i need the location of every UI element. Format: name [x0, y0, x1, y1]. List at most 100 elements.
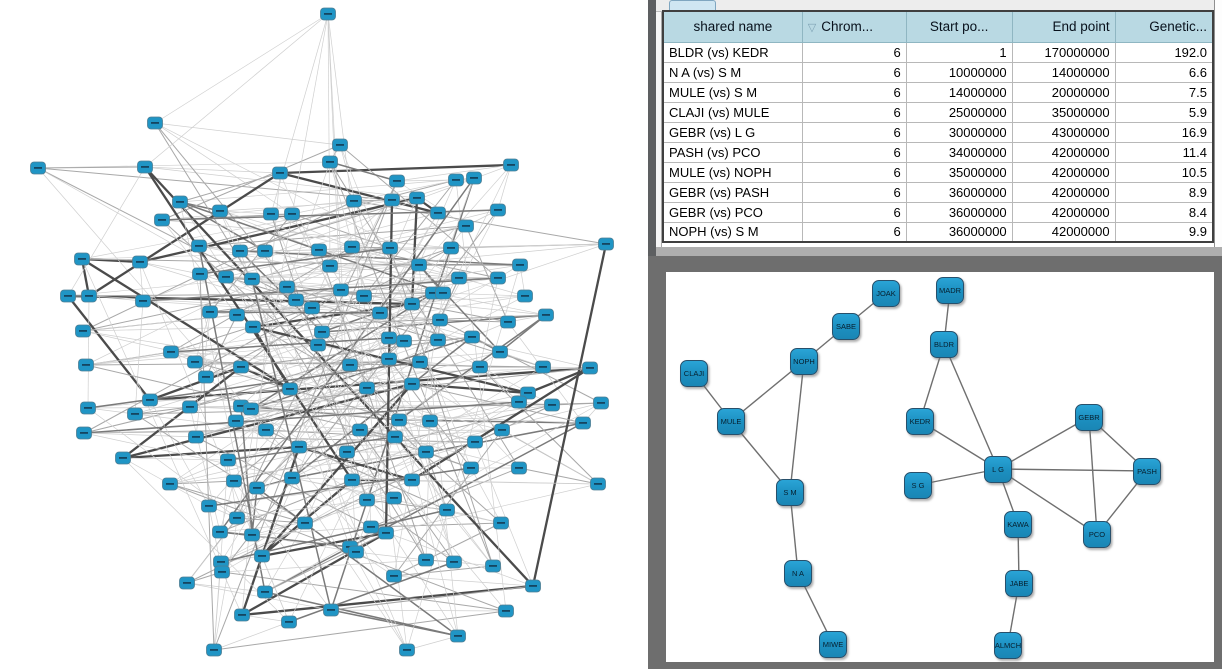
- network-node-mule[interactable]: MULE: [717, 407, 745, 435]
- overview-node[interactable]: [233, 360, 249, 374]
- network-node-kawa[interactable]: KAWA: [1004, 510, 1032, 538]
- overview-node[interactable]: [172, 195, 188, 209]
- overview-node[interactable]: [443, 241, 459, 255]
- overview-node[interactable]: [382, 241, 398, 255]
- overview-node[interactable]: [472, 360, 488, 374]
- network-edge-BLDR-L G[interactable]: [943, 343, 999, 470]
- overview-node[interactable]: [288, 293, 304, 307]
- table-row[interactable]: N A (vs) S M 6 10000000 14000000 6.6: [662, 61, 1214, 83]
- overview-node[interactable]: [212, 204, 228, 218]
- network-node-s-m[interactable]: S M: [776, 478, 804, 506]
- overview-node[interactable]: [544, 398, 560, 412]
- overview-node[interactable]: [517, 289, 533, 303]
- overview-node[interactable]: [179, 576, 195, 590]
- network-node-joak[interactable]: JOAK: [872, 279, 900, 307]
- overview-node[interactable]: [348, 545, 364, 559]
- overview-node[interactable]: [446, 555, 462, 569]
- overview-node[interactable]: [352, 423, 368, 437]
- overview-node[interactable]: [492, 345, 508, 359]
- header-cell-start-po---[interactable]: Start po...: [905, 10, 1013, 43]
- overview-node[interactable]: [339, 445, 355, 459]
- overview-node[interactable]: [485, 559, 501, 573]
- overview-node[interactable]: [396, 334, 412, 348]
- network-node-claji[interactable]: CLAJI: [680, 359, 708, 387]
- network-edge-GEBR-PCO[interactable]: [1088, 416, 1098, 535]
- overview-node[interactable]: [418, 553, 434, 567]
- overview-node[interactable]: [448, 173, 464, 187]
- overview-node[interactable]: [243, 402, 259, 416]
- network-node-pco[interactable]: PCO: [1083, 520, 1111, 548]
- overview-node[interactable]: [386, 491, 402, 505]
- overview-node[interactable]: [258, 423, 274, 437]
- overview-node[interactable]: [525, 579, 541, 593]
- table-row[interactable]: GEBR (vs) PASH 6 36000000 42000000 8.9: [662, 181, 1214, 203]
- overview-node[interactable]: [344, 240, 360, 254]
- network-node-l-g[interactable]: L G: [984, 455, 1012, 483]
- header-cell-end-point[interactable]: End point: [1011, 10, 1116, 43]
- overview-node[interactable]: [389, 174, 405, 188]
- overview-node[interactable]: [60, 289, 76, 303]
- overview-node[interactable]: [311, 243, 327, 257]
- overview-node[interactable]: [412, 355, 428, 369]
- overview-node[interactable]: [466, 171, 482, 185]
- overview-node[interactable]: [378, 526, 394, 540]
- network-node-madr[interactable]: MADR: [936, 276, 964, 304]
- overview-node[interactable]: [404, 473, 420, 487]
- table-row[interactable]: GEBR (vs) PCO 6 36000000 42000000 8.4: [662, 201, 1214, 223]
- overview-node[interactable]: [356, 289, 372, 303]
- network-node-bldr[interactable]: BLDR: [930, 330, 958, 358]
- overview-node[interactable]: [226, 474, 242, 488]
- overview-node[interactable]: [202, 305, 218, 319]
- overview-node[interactable]: [387, 430, 403, 444]
- overview-node[interactable]: [75, 324, 91, 338]
- overview-node[interactable]: [430, 333, 446, 347]
- overview-node[interactable]: [363, 520, 379, 534]
- overview-node[interactable]: [244, 528, 260, 542]
- table-scrollbar-strip[interactable]: [1214, 0, 1222, 247]
- table-row[interactable]: BLDR (vs) KEDR 6 1 170000000 192.0: [662, 41, 1214, 63]
- overview-node[interactable]: [249, 481, 265, 495]
- overview-node[interactable]: [192, 267, 208, 281]
- overview-node[interactable]: [115, 451, 131, 465]
- overview-node[interactable]: [381, 352, 397, 366]
- overview-node[interactable]: [30, 161, 46, 175]
- overview-node[interactable]: [188, 430, 204, 444]
- overview-node[interactable]: [535, 360, 551, 374]
- overview-node[interactable]: [422, 414, 438, 428]
- overview-node[interactable]: [201, 499, 217, 513]
- overview-node[interactable]: [511, 461, 527, 475]
- overview-node[interactable]: [232, 244, 248, 258]
- overview-node[interactable]: [78, 358, 94, 372]
- overview-node[interactable]: [244, 272, 260, 286]
- overview-node[interactable]: [154, 213, 170, 227]
- overview-node[interactable]: [212, 525, 228, 539]
- overview-node[interactable]: [435, 286, 451, 300]
- overview-node[interactable]: [346, 194, 362, 208]
- overview-node[interactable]: [142, 393, 158, 407]
- overview-node[interactable]: [386, 569, 402, 583]
- overview-node[interactable]: [214, 565, 230, 579]
- network-node-pash[interactable]: PASH: [1133, 457, 1161, 485]
- overview-node[interactable]: [411, 258, 427, 272]
- overview-node[interactable]: [538, 308, 554, 322]
- overview-node[interactable]: [81, 289, 97, 303]
- network-node-sabe[interactable]: SABE: [832, 312, 860, 340]
- overview-node[interactable]: [467, 435, 483, 449]
- overview-node[interactable]: [254, 549, 270, 563]
- overview-node[interactable]: [322, 155, 338, 169]
- overview-node[interactable]: [284, 207, 300, 221]
- overview-node[interactable]: [263, 207, 279, 221]
- overview-node[interactable]: [430, 206, 446, 220]
- network-node-jabe[interactable]: JABE: [1005, 569, 1033, 597]
- overview-node[interactable]: [344, 473, 360, 487]
- overview-node[interactable]: [182, 400, 198, 414]
- overview-node[interactable]: [147, 116, 163, 130]
- overview-node[interactable]: [500, 315, 516, 329]
- overview-node[interactable]: [127, 407, 143, 421]
- overview-node[interactable]: [498, 604, 514, 618]
- overview-node[interactable]: [206, 643, 222, 657]
- overview-node[interactable]: [404, 377, 420, 391]
- overview-node[interactable]: [310, 338, 326, 352]
- header-cell-shared-name[interactable]: shared name: [662, 10, 803, 43]
- overview-node[interactable]: [359, 381, 375, 395]
